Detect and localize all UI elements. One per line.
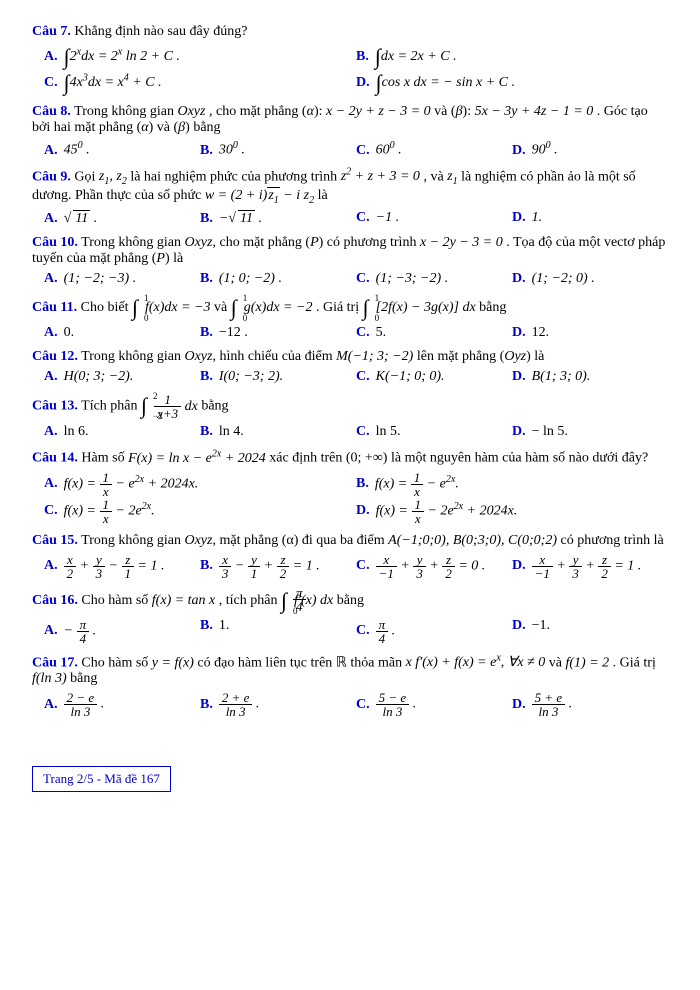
q11-opt-a: A.0. [44, 325, 200, 341]
q16-opt-a: A.− π4 . [44, 618, 200, 645]
question-17: Câu 17. Cho hàm số y = f(x) có đạo hàm l… [32, 653, 668, 719]
q14-opt-c: C.f(x) = 1x − 2e2x. [44, 498, 356, 525]
question-11: Câu 11. Cho biết ∫10 f(x)dx = −3 và ∫10 … [32, 295, 668, 341]
q14-opt-a: A.f(x) = 1x − e2x + 2024x. [44, 471, 356, 498]
q7-opt-a: A.∫2xdx = 2x ln 2 + C . [44, 44, 356, 70]
q15-opt-c: C.x−1 + y3 + z2 = 0 . [356, 553, 512, 580]
q10-text: Trong không gian Oxyz, cho mặt phẳng (P)… [32, 235, 665, 266]
q15-opt-b: B.x3 − y1 + z2 = 1 . [200, 553, 356, 580]
q12-opt-b: B.I(0; −3; 2). [200, 369, 356, 385]
q13-opt-a: A.ln 6. [44, 424, 200, 440]
q9-label: Câu 9. [32, 169, 71, 184]
q8-opt-a: A.450 . [44, 140, 200, 159]
q8-opt-b: B.300 . [200, 140, 356, 159]
q10-label: Câu 10. [32, 235, 78, 250]
q12-opt-a: A.H(0; 3; −2). [44, 369, 200, 385]
q17-opt-c: C.5 − eln 3 . [356, 691, 512, 718]
q13-text: Tích phân ∫2−2 1x+3 dx bằng [81, 399, 228, 414]
q10-opt-a: A.(1; −2; −3) . [44, 271, 200, 287]
q12-opt-d: D.B(1; 3; 0). [512, 369, 668, 385]
q17-opt-b: B.2 + eln 3 . [200, 691, 356, 718]
q14-text: Hàm số F(x) = ln x − e2x + 2024 xác định… [81, 451, 648, 466]
question-13: Câu 13. Tích phân ∫2−2 1x+3 dx bằng A.ln… [32, 393, 668, 440]
q13-opt-c: C.ln 5. [356, 424, 512, 440]
q7-label: Câu 7. [32, 24, 71, 39]
q14-label: Câu 14. [32, 451, 78, 466]
q8-text: Trong không gian Oxyz , cho mặt phẳng (α… [32, 104, 648, 135]
q13-label: Câu 13. [32, 399, 78, 414]
q7-opt-d: D.∫cos x dx = − sin x + C . [356, 70, 668, 96]
q8-opt-d: D.900 . [512, 140, 668, 159]
q15-opt-a: A.x2 + y3 − z1 = 1 . [44, 553, 200, 580]
q15-label: Câu 15. [32, 533, 78, 548]
q17-text: Cho hàm số y = f(x) có đạo hàm liên tục … [32, 655, 656, 686]
q8-opt-c: C.600 . [356, 140, 512, 159]
page-footer: Trang 2/5 - Mã đề 167 [32, 766, 171, 792]
question-10: Câu 10. Trong không gian Oxyz, cho mặt p… [32, 235, 668, 287]
q10-opt-b: B.(1; 0; −2) . [200, 271, 356, 287]
q9-opt-b: B.−√11 . [200, 210, 356, 227]
q7-opt-b: B.∫dx = 2x + C . [356, 44, 668, 70]
q17-label: Câu 17. [32, 655, 78, 670]
q7-opt-c: C.∫4x3dx = x4 + C . [44, 70, 356, 96]
q16-opt-b: B.1. [200, 618, 356, 645]
q12-opt-c: C.K(−1; 0; 0). [356, 369, 512, 385]
q17-opt-a: A.2 − eln 3 . [44, 691, 200, 718]
q14-opt-d: D.f(x) = 1x − 2e2x + 2024x. [356, 498, 668, 525]
q11-opt-b: B.−12 . [200, 325, 356, 341]
q16-label: Câu 16. [32, 593, 78, 608]
q12-text: Trong không gian Oxyz, hình chiếu của đi… [81, 349, 544, 364]
q11-opt-c: C.5. [356, 325, 512, 341]
q14-opt-b: B.f(x) = 1x − e2x. [356, 471, 668, 498]
q9-opt-a: A.√11 . [44, 210, 200, 227]
question-7: Câu 7. Khẳng định nào sau đây đúng? A.∫2… [32, 24, 668, 96]
question-15: Câu 15. Trong không gian Oxyz, mặt phẳng… [32, 533, 668, 580]
q16-opt-d: D.−1. [512, 618, 668, 645]
question-8: Câu 8. Trong không gian Oxyz , cho mặt p… [32, 104, 668, 159]
q13-opt-b: B.ln 4. [200, 424, 356, 440]
q11-label: Câu 11. [32, 300, 77, 315]
q7-text: Khẳng định nào sau đây đúng? [74, 24, 247, 39]
question-16: Câu 16. Cho hàm số f(x) = tan x , tích p… [32, 588, 668, 645]
q16-text: Cho hàm số f(x) = tan x , tích phân ∫π40… [81, 593, 364, 608]
q10-opt-d: D.(1; −2; 0) . [512, 271, 668, 287]
q11-opt-d: D.12. [512, 325, 668, 341]
q9-opt-c: C.−1 . [356, 210, 512, 227]
q9-text: Gọi z1, z2 là hai nghiệm phức của phương… [32, 169, 636, 203]
q10-opt-c: C.(1; −3; −2) . [356, 271, 512, 287]
q8-label: Câu 8. [32, 104, 71, 119]
q17-opt-d: D.5 + eln 3 . [512, 691, 668, 718]
q15-text: Trong không gian Oxyz, mặt phẳng (α) đi … [81, 533, 664, 548]
q16-opt-c: C.π4 . [356, 618, 512, 645]
question-14: Câu 14. Hàm số F(x) = ln x − e2x + 2024 … [32, 448, 668, 525]
question-12: Câu 12. Trong không gian Oxyz, hình chiế… [32, 349, 668, 385]
q13-opt-d: D.− ln 5. [512, 424, 668, 440]
q12-label: Câu 12. [32, 349, 78, 364]
q15-opt-d: D.x−1 + y3 + z2 = 1 . [512, 553, 668, 580]
question-9: Câu 9. Gọi z1, z2 là hai nghiệm phức của… [32, 167, 668, 227]
q9-opt-d: D.1. [512, 210, 668, 227]
q11-text: Cho biết ∫10 f(x)dx = −3 và ∫10 g(x)dx =… [81, 300, 507, 315]
